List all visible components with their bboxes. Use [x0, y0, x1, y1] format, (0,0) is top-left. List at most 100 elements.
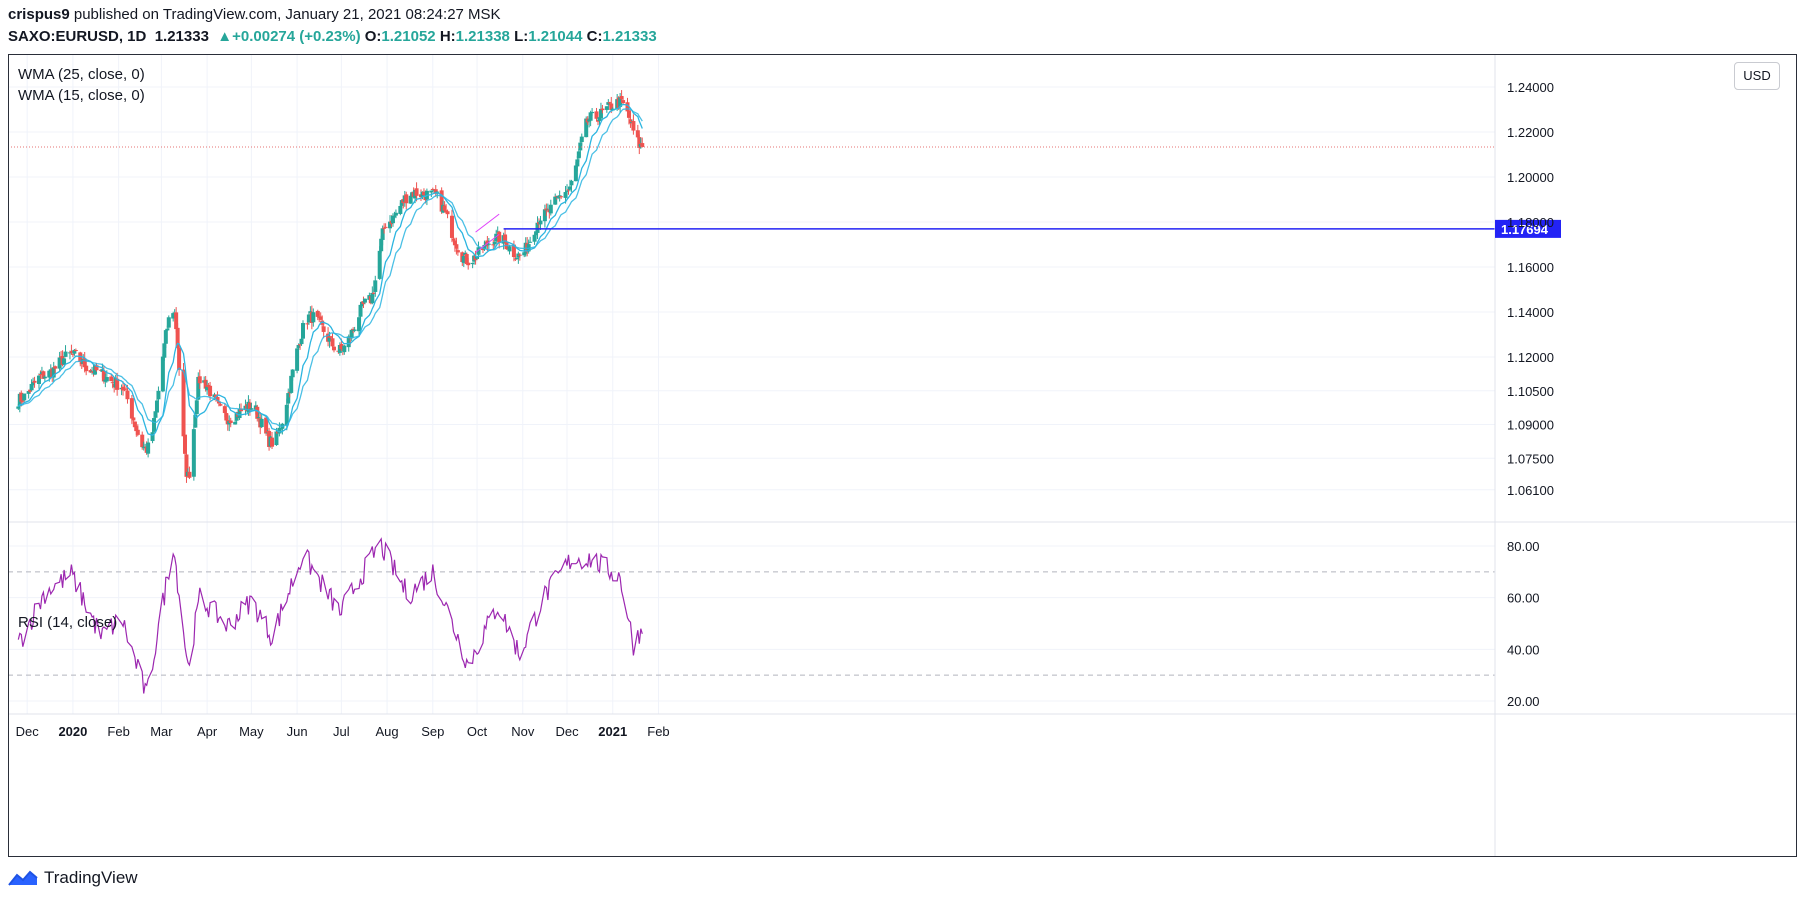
- candle-up[interactable]: [579, 136, 584, 143]
- channel-lower-line[interactable]: [475, 233, 500, 253]
- candle-up[interactable]: [191, 429, 196, 477]
- candle-down[interactable]: [600, 108, 605, 111]
- candle-up[interactable]: [327, 337, 332, 342]
- candle-down[interactable]: [559, 196, 564, 198]
- candle-down[interactable]: [619, 96, 624, 100]
- candle-up[interactable]: [349, 329, 354, 339]
- candle-down[interactable]: [218, 404, 223, 406]
- candle-up[interactable]: [399, 200, 404, 206]
- candle-down[interactable]: [175, 327, 180, 349]
- wma15-legend[interactable]: WMA (15, close, 0): [18, 87, 145, 104]
- wma25-legend[interactable]: WMA (25, close, 0): [18, 66, 145, 83]
- candle-down[interactable]: [20, 400, 25, 402]
- candle-down[interactable]: [38, 374, 43, 376]
- wma25-line[interactable]: [17, 108, 643, 427]
- candle-down[interactable]: [511, 244, 516, 258]
- candle-down[interactable]: [70, 353, 75, 355]
- candle-down[interactable]: [566, 189, 571, 191]
- candle-up[interactable]: [154, 400, 159, 413]
- candle-up[interactable]: [476, 247, 481, 255]
- candle-down[interactable]: [383, 226, 388, 228]
- candle-down[interactable]: [439, 190, 444, 212]
- candle-down[interactable]: [110, 382, 115, 384]
- candle-up[interactable]: [575, 159, 580, 167]
- candle-up[interactable]: [507, 246, 512, 252]
- candle-up[interactable]: [390, 215, 395, 224]
- candle-up[interactable]: [249, 408, 254, 410]
- candle-up[interactable]: [296, 344, 301, 348]
- candle-down[interactable]: [305, 323, 310, 325]
- candle-down[interactable]: [222, 406, 227, 414]
- candle-down[interactable]: [451, 238, 456, 241]
- candle-up[interactable]: [470, 262, 475, 265]
- candle-up[interactable]: [162, 343, 167, 358]
- candle-up[interactable]: [532, 234, 537, 242]
- candle-down[interactable]: [177, 347, 182, 370]
- candle-up[interactable]: [299, 338, 304, 345]
- candle-up[interactable]: [463, 252, 468, 255]
- candle-up[interactable]: [578, 142, 583, 151]
- candle-up[interactable]: [150, 432, 155, 442]
- candle-up[interactable]: [557, 195, 562, 197]
- candle-up[interactable]: [398, 205, 403, 214]
- candle-up[interactable]: [542, 209, 547, 222]
- candle-up[interactable]: [380, 228, 385, 240]
- candle-up[interactable]: [57, 357, 62, 369]
- candle-down[interactable]: [480, 248, 485, 251]
- candle-down[interactable]: [183, 434, 187, 454]
- candle-down[interactable]: [464, 254, 469, 265]
- candle-down[interactable]: [28, 389, 33, 392]
- candle-down[interactable]: [298, 344, 303, 346]
- candle-up[interactable]: [528, 241, 533, 243]
- candle-up[interactable]: [606, 102, 611, 105]
- candle-up[interactable]: [63, 351, 68, 357]
- candle-up[interactable]: [284, 404, 289, 426]
- candle-down[interactable]: [174, 312, 179, 330]
- tradingview-logo[interactable]: TradingView: [8, 868, 138, 888]
- candle-up[interactable]: [163, 330, 168, 344]
- candle-up[interactable]: [152, 418, 157, 432]
- candle-up[interactable]: [486, 243, 491, 245]
- candle-down[interactable]: [140, 434, 145, 448]
- candle-down[interactable]: [452, 240, 457, 246]
- candle-up[interactable]: [165, 328, 170, 331]
- candle-down[interactable]: [404, 194, 409, 204]
- candle-down[interactable]: [32, 380, 37, 383]
- candle-down[interactable]: [121, 386, 126, 391]
- candle-down[interactable]: [228, 420, 233, 423]
- candle-down[interactable]: [371, 292, 376, 294]
- candle-down[interactable]: [621, 100, 626, 104]
- candle-down[interactable]: [270, 437, 275, 447]
- candle-up[interactable]: [290, 369, 295, 378]
- candle-up[interactable]: [573, 165, 578, 182]
- candle-up[interactable]: [306, 314, 311, 323]
- channel-upper-line[interactable]: [475, 213, 500, 233]
- candle-down[interactable]: [596, 120, 600, 122]
- candle-down[interactable]: [69, 351, 74, 353]
- candle-down[interactable]: [635, 130, 640, 138]
- candle-down[interactable]: [625, 102, 630, 112]
- candle-down[interactable]: [19, 392, 24, 402]
- candle-down[interactable]: [382, 227, 387, 229]
- candle-up[interactable]: [259, 418, 264, 427]
- candle-up[interactable]: [289, 375, 294, 393]
- candle-down[interactable]: [264, 417, 269, 434]
- candle-up[interactable]: [538, 220, 543, 225]
- candle-up[interactable]: [156, 390, 161, 400]
- candle-up[interactable]: [274, 431, 279, 446]
- candle-up[interactable]: [72, 349, 77, 354]
- rsi-pane[interactable]: [8, 537, 1495, 694]
- candle-up[interactable]: [492, 242, 497, 245]
- candle-up[interactable]: [392, 215, 397, 218]
- candle-up[interactable]: [548, 204, 553, 214]
- candle-down[interactable]: [82, 358, 87, 368]
- candle-down[interactable]: [607, 102, 612, 104]
- candle-down[interactable]: [491, 244, 496, 246]
- candle-up[interactable]: [565, 190, 570, 192]
- candle-down[interactable]: [135, 429, 140, 435]
- candle-down[interactable]: [315, 310, 320, 317]
- candle-up[interactable]: [286, 393, 291, 404]
- candle-up[interactable]: [237, 408, 242, 419]
- price-pane[interactable]: [8, 90, 1495, 483]
- candle-up[interactable]: [308, 311, 313, 313]
